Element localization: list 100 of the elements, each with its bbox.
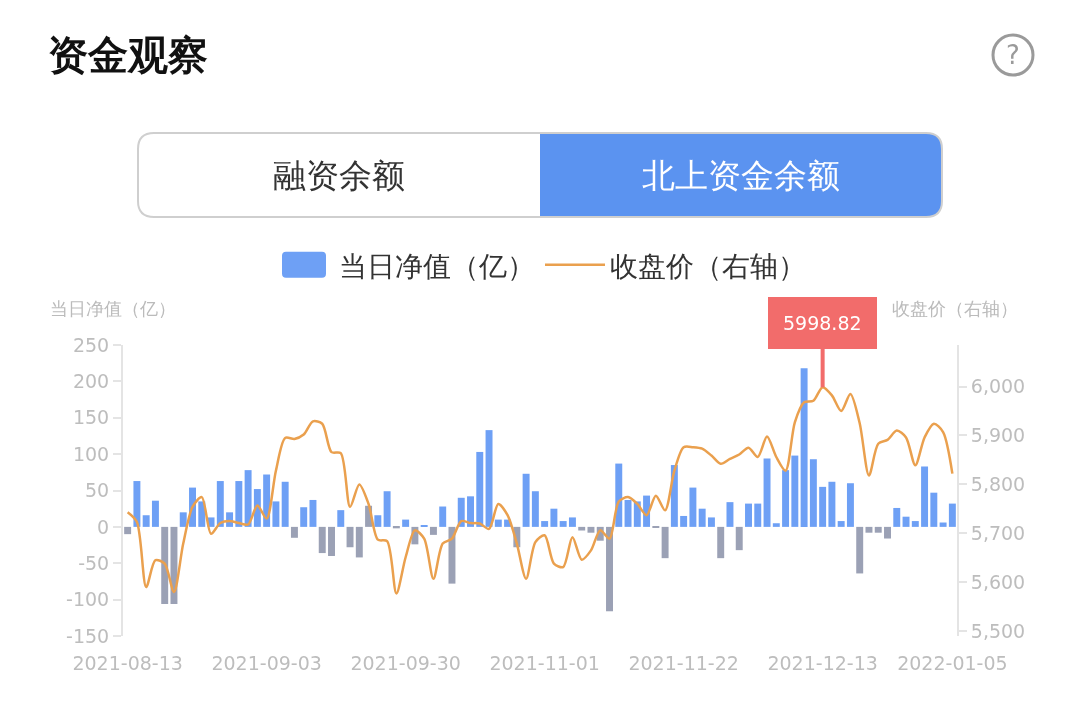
bar: [244, 470, 252, 527]
bar: [541, 521, 549, 527]
text: 北上资金余额: [642, 156, 840, 195]
bar: [911, 521, 919, 527]
y2-tick-label: 5,900: [970, 424, 1026, 447]
bar: [550, 508, 558, 527]
y-tick-label: 250: [72, 333, 110, 356]
x-tick-label: 2022-01-05: [897, 652, 1008, 674]
y-tick-label: -50: [78, 551, 110, 574]
bar: [124, 526, 132, 535]
bar: [300, 507, 308, 527]
bar: [494, 519, 502, 527]
bar: [402, 519, 410, 527]
bar: [717, 526, 725, 559]
bar: [948, 503, 956, 527]
bar: [383, 491, 391, 527]
y-axis-title: 当日净值（亿）: [50, 298, 176, 319]
bar: [429, 526, 437, 535]
y2-tick-label: 5,800: [970, 473, 1026, 496]
y2-tick-label: 5,700: [970, 521, 1026, 544]
bar: [809, 459, 817, 527]
bar: [355, 526, 363, 558]
x-tick-label: 2021-09-30: [350, 652, 461, 674]
legend-label: 收盘价（右轴）: [610, 249, 806, 283]
y-tick-label: -150: [66, 624, 110, 647]
bar: [374, 515, 382, 527]
y2-tick-label: 5,500: [970, 619, 1026, 642]
y-tick-label: -100: [66, 588, 110, 611]
bar: [828, 481, 836, 527]
bar: [198, 501, 206, 527]
bar: [448, 526, 456, 584]
data-label: 5998.82: [783, 312, 862, 334]
bar: [791, 455, 799, 527]
bar: [235, 481, 243, 527]
bar: [587, 526, 595, 533]
bar: [930, 492, 938, 527]
y2-tick-label: 5,600: [970, 570, 1026, 593]
bar: [782, 470, 790, 527]
bar: [939, 522, 947, 527]
bar: [485, 430, 493, 527]
y-tick-label: 200: [72, 370, 110, 393]
bar: [763, 458, 771, 527]
x-tick-label: 2021-11-01: [489, 652, 600, 674]
bar: [800, 368, 808, 527]
bar: [735, 526, 743, 551]
bar: [874, 526, 882, 533]
y-tick-label: 100: [72, 442, 110, 465]
bar: [559, 521, 567, 527]
bar: [142, 515, 150, 527]
bar: [568, 517, 576, 527]
bar: [856, 526, 864, 574]
bar: [884, 526, 891, 539]
y-tick-label: 50: [85, 479, 110, 502]
bar: [921, 466, 929, 527]
bar: [772, 523, 780, 527]
bar: [661, 526, 669, 559]
bar: [837, 521, 845, 527]
bar: [328, 526, 335, 556]
bar: [893, 507, 901, 527]
bar: [281, 481, 289, 527]
bar: [865, 526, 873, 533]
bar: [161, 526, 169, 604]
bar: [624, 499, 632, 527]
bar: [522, 473, 530, 527]
bar: [151, 500, 159, 527]
bar: [439, 506, 447, 527]
bar: [170, 526, 178, 604]
y-tick-label: 150: [72, 406, 110, 429]
y2-tick-label: 6,000: [970, 375, 1026, 398]
bar: [606, 526, 613, 612]
bar: [337, 510, 345, 527]
line-series: [126, 385, 954, 595]
bar: [902, 516, 910, 527]
bar: [133, 481, 141, 527]
bar: [726, 502, 734, 527]
x-tick-label: 2021-11-22: [628, 652, 739, 674]
text: ?: [1006, 40, 1020, 70]
text: 融资余额: [273, 156, 405, 195]
x-tick-label: 2021-09-03: [211, 652, 322, 674]
bar: [476, 451, 484, 527]
bar: [680, 515, 688, 527]
bar: [309, 499, 317, 527]
legend-label: 当日净值（亿）: [339, 249, 535, 283]
chart-title: 资金观察: [48, 32, 208, 78]
bar: [272, 501, 280, 527]
bar: [846, 483, 854, 527]
bar: [745, 503, 752, 527]
bar: [216, 481, 224, 527]
bar: [819, 486, 827, 527]
y-tick-label: 0: [97, 515, 110, 538]
bar: [290, 526, 298, 538]
bar: [346, 526, 354, 548]
bar: [698, 508, 706, 527]
bar: [578, 526, 586, 531]
bar: [707, 517, 715, 527]
bar: [179, 512, 187, 527]
bar: [689, 487, 697, 527]
x-tick-label: 2021-08-13: [72, 652, 183, 674]
bar: [531, 491, 539, 527]
bar: [318, 526, 326, 554]
